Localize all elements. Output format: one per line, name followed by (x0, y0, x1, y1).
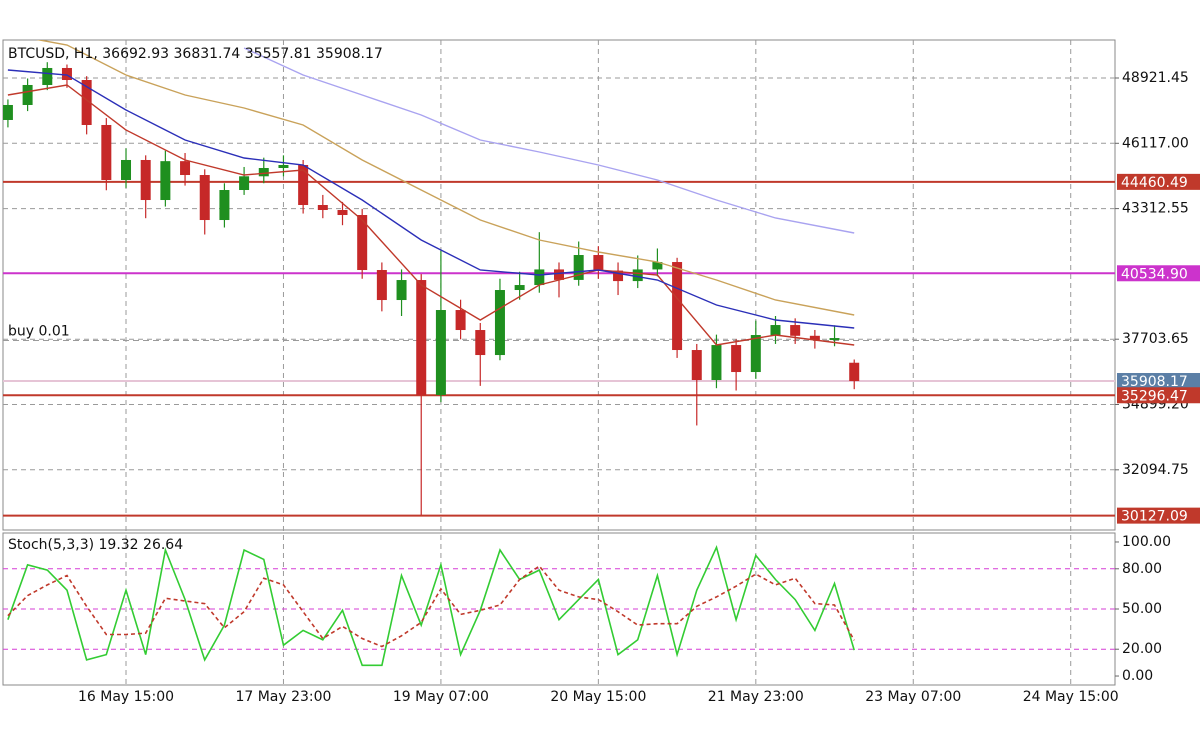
y-tick-label: 32094.75 (1122, 462, 1189, 478)
candle-body (573, 255, 584, 280)
stoch-line (7, 544, 855, 667)
candle-body (829, 338, 840, 341)
labels: 16 May 15:00 17 May 23:00 19 May 07:00 20 M… (8, 70, 1200, 705)
price-level-box (1117, 173, 1200, 190)
candle-body (534, 269, 545, 286)
x-tick-label: 21 May 23:00 (708, 689, 804, 705)
candle-body (809, 335, 820, 341)
stoch-line (7, 565, 855, 648)
candle-body (554, 269, 564, 280)
candle-body (416, 280, 427, 396)
candle-body (376, 270, 387, 301)
price-level-box (1117, 387, 1200, 404)
price-level-label: 44460.49 (1121, 175, 1188, 191)
candle-body (22, 84, 33, 105)
candle-body (613, 270, 624, 282)
candle-body (81, 80, 92, 125)
candle-body (3, 104, 13, 120)
price-panel-frame (2, 39, 1116, 531)
candle-body (691, 350, 702, 381)
candle-body (121, 159, 132, 180)
price-level-label: 40534.90 (1121, 266, 1188, 282)
grid (3, 40, 1115, 685)
chart-title: BTCUSD, H1, 36692.93 36831.74 35557.81 3… (8, 46, 383, 62)
x-tick-label: 17 May 23:00 (235, 689, 331, 705)
price-level-label: 30127.09 (1121, 509, 1188, 525)
candle-body (298, 164, 309, 206)
candle-body (101, 124, 112, 180)
price-level-label: 35908.17 (1121, 374, 1188, 390)
candle-body (278, 164, 289, 169)
candle-body (219, 190, 230, 221)
candle-body (317, 205, 328, 211)
y-tick-label: 37703.65 (1122, 331, 1189, 347)
price-level-label: 35296.47 (1121, 388, 1188, 404)
candle-body (357, 215, 368, 271)
candle-body (455, 310, 466, 331)
x-tick-label: 19 May 07:00 (393, 689, 489, 705)
y-tick-label: 0.00 (1122, 668, 1153, 684)
y-tick-label: 46117.00 (1122, 135, 1189, 151)
y-tick-label: 80.00 (1122, 561, 1162, 577)
candle-body (750, 335, 761, 373)
candle-body (849, 362, 860, 382)
candle-body (140, 159, 151, 201)
price-level-box (1117, 507, 1200, 524)
y-tick-label: 43312.55 (1122, 201, 1189, 217)
moving-average-line (35, 40, 855, 316)
candle-body (239, 176, 250, 191)
candle-body (731, 345, 742, 373)
candle-body (42, 67, 53, 85)
candle-body (672, 262, 683, 351)
x-tick-label: 23 May 07:00 (865, 689, 961, 705)
candle-body (475, 330, 486, 356)
moving-average-line (7, 69, 855, 329)
candle-body (61, 67, 72, 81)
price-plot (3, 40, 1115, 517)
candle-body (632, 269, 643, 282)
y-tick-label: 48921.45 (1122, 70, 1189, 86)
candle-body (652, 262, 663, 270)
x-tick-label: 20 May 15:00 (550, 689, 646, 705)
candle-body (514, 285, 525, 291)
price-level-box (1117, 265, 1200, 282)
candle-body (711, 345, 722, 381)
price-level-box (1117, 373, 1200, 390)
x-tick-label: 16 May 15:00 (78, 689, 174, 705)
candle-body (494, 290, 505, 356)
candle-body (160, 161, 171, 201)
y-tick-label: 20.00 (1122, 641, 1162, 657)
stoch-title: Stoch(5,3,3) 19.32 26.64 (8, 537, 183, 553)
stoch-plot (3, 544, 1115, 667)
x-tick-label: 24 May 15:00 (1023, 689, 1119, 705)
candle-body (180, 161, 191, 176)
candle-body (770, 325, 781, 336)
order-label: buy 0.01 (8, 323, 70, 339)
y-tick-label: 100.00 (1122, 534, 1171, 550)
candle-body (337, 210, 348, 216)
candle-body (790, 325, 801, 336)
candle-body (199, 175, 210, 221)
candle-body (593, 255, 604, 271)
moving-average-line (7, 84, 855, 346)
candle-body (258, 168, 269, 177)
candle-body (396, 280, 407, 301)
moving-average-line (243, 47, 855, 234)
y-tick-label: 50.00 (1122, 601, 1162, 617)
candle-body (435, 310, 446, 396)
